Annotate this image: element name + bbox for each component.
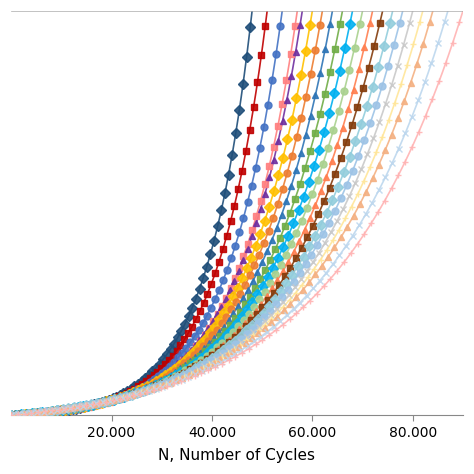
X-axis label: N, Number of Cycles: N, Number of Cycles bbox=[158, 448, 316, 463]
